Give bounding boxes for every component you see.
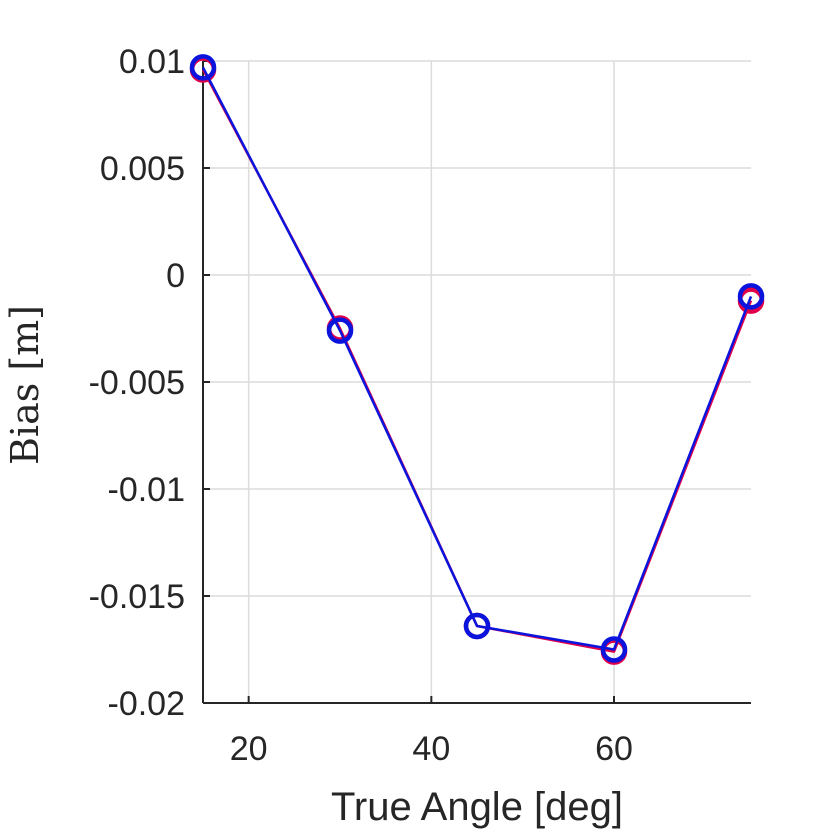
y-tick-label: 0.01 [119, 43, 185, 81]
data-point [600, 636, 628, 663]
y-tick-label: 0 [166, 257, 185, 295]
data-point [326, 317, 354, 344]
data-point [737, 283, 765, 310]
axes [202, 60, 751, 704]
x-axis-label: True Angle [deg] [331, 785, 623, 829]
y-tick-label: -0.015 [89, 578, 185, 616]
x-tick-label: 60 [595, 730, 633, 768]
series-2 [189, 54, 765, 663]
grid [203, 60, 751, 704]
y-tick-label: -0.005 [89, 364, 185, 402]
data-point [463, 612, 491, 640]
data-point [189, 54, 217, 81]
tick-labels: 20 40 60 0.01 0.005 0 -0.005 -0.01 -0.015 -0.02 [89, 43, 633, 768]
y-tick-label: -0.01 [108, 471, 186, 509]
y-tick-label: -0.02 [108, 685, 186, 723]
series-1 [189, 56, 765, 665]
x-tick-label: 40 [412, 730, 450, 768]
series-line [201, 66, 753, 651]
y-axis-label: Bias [m] [3, 305, 47, 465]
series-layer [189, 54, 765, 665]
series-line [201, 68, 753, 653]
x-tick-label: 20 [230, 730, 268, 768]
y-tick-label: 0.005 [100, 150, 185, 188]
